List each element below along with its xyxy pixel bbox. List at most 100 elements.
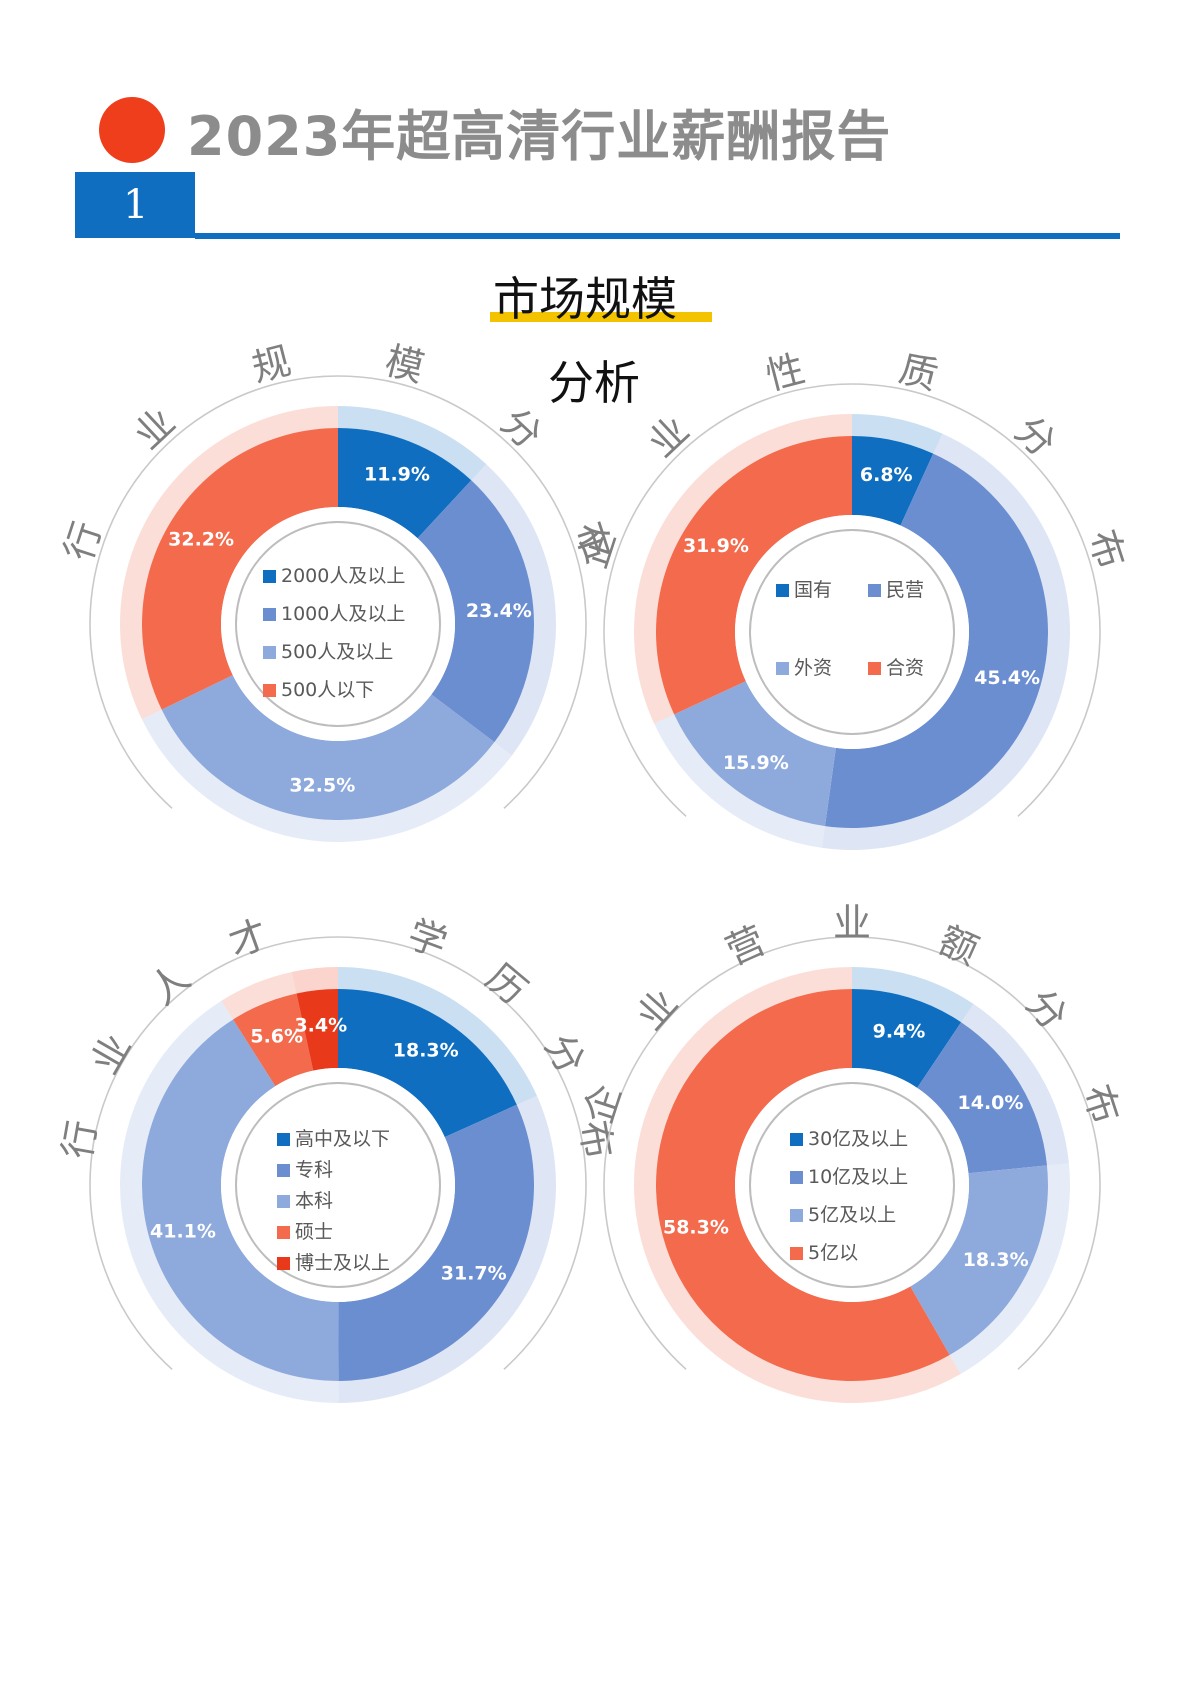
slice-value-label: 23.4% bbox=[466, 600, 532, 622]
slice-value-label: 6.8% bbox=[860, 464, 913, 486]
slice-2 bbox=[824, 453, 1048, 828]
legend-label: 5亿及以上 bbox=[808, 1204, 896, 1226]
legend-swatch bbox=[868, 584, 881, 597]
legend-label: 高中及以下 bbox=[295, 1128, 390, 1150]
slice-5 bbox=[296, 989, 338, 1071]
legend-swatch bbox=[277, 1164, 290, 1177]
slice-3 bbox=[910, 1165, 1048, 1355]
donut-hole bbox=[735, 1068, 969, 1302]
slice-4 bbox=[655, 989, 950, 1382]
legend-label: 10亿及以上 bbox=[808, 1166, 908, 1188]
chart-title-char: 业 bbox=[628, 981, 686, 1039]
donut-hole bbox=[735, 515, 969, 749]
slice-value-label: 18.3% bbox=[393, 1039, 459, 1061]
legend-swatch bbox=[263, 684, 276, 697]
frame-arc bbox=[89, 375, 587, 809]
slice-halo bbox=[221, 971, 297, 1020]
slice-2 bbox=[917, 1022, 1048, 1174]
section-rule bbox=[195, 233, 1120, 239]
chart-title-char: 企 bbox=[576, 1079, 630, 1129]
subtitle-line-1: 市场规模 bbox=[493, 272, 677, 326]
slice-halo bbox=[961, 1003, 1069, 1166]
chart-title-char: 营 bbox=[719, 918, 772, 974]
legend-label: 合资 bbox=[886, 657, 924, 679]
legend-swatch bbox=[776, 662, 789, 675]
slice-value-label: 18.3% bbox=[963, 1249, 1029, 1271]
chart-title-char: 布 bbox=[1074, 1079, 1128, 1129]
slice-1 bbox=[338, 989, 517, 1138]
frame-arc bbox=[603, 936, 1101, 1370]
slice-halo bbox=[471, 464, 556, 756]
slice-value-label: 9.4% bbox=[873, 1020, 926, 1042]
slice-value-label: 41.1% bbox=[150, 1220, 216, 1242]
subtitle-line-2: 分析 bbox=[548, 356, 640, 410]
legend-label: 专科 bbox=[295, 1159, 333, 1181]
legend-label: 2000人及以上 bbox=[281, 565, 405, 587]
chart-title-char: 分 bbox=[1018, 981, 1076, 1039]
legend-swatch bbox=[790, 1133, 803, 1146]
slice-value-label: 58.3% bbox=[663, 1217, 729, 1239]
legend-label: 国有 bbox=[794, 579, 832, 601]
slice-halo bbox=[852, 967, 974, 1023]
chart-title-char: 行 bbox=[55, 1117, 105, 1162]
chart-title-char: 业 bbox=[833, 901, 871, 945]
legend-label: 民营 bbox=[886, 579, 924, 601]
legend-swatch bbox=[790, 1171, 803, 1184]
legend-swatch bbox=[263, 570, 276, 583]
slice-halo bbox=[338, 1095, 556, 1403]
legend-swatch bbox=[277, 1226, 290, 1239]
slice-halo bbox=[141, 709, 512, 842]
legend-swatch bbox=[277, 1195, 290, 1208]
legend-swatch bbox=[277, 1133, 290, 1146]
legend-label: 硕士 bbox=[295, 1221, 333, 1243]
slice-value-label: 45.4% bbox=[974, 667, 1040, 689]
slice-4 bbox=[142, 428, 338, 710]
slice-value-label: 14.0% bbox=[958, 1092, 1024, 1114]
legend-swatch bbox=[868, 662, 881, 675]
slice-halo bbox=[852, 414, 943, 454]
legend-swatch bbox=[263, 608, 276, 621]
slice-value-label: 32.2% bbox=[168, 528, 234, 550]
chart-title-char: 额 bbox=[932, 918, 985, 974]
legend-label: 1000人及以上 bbox=[281, 603, 405, 625]
legend-swatch bbox=[790, 1247, 803, 1260]
slice-value-label: 11.9% bbox=[364, 464, 430, 486]
slice-3 bbox=[674, 681, 836, 827]
legend-swatch bbox=[277, 1257, 290, 1270]
slice-halo bbox=[291, 967, 338, 994]
slice-halo bbox=[654, 714, 825, 848]
slice-halo bbox=[120, 406, 339, 720]
legend-swatch bbox=[263, 646, 276, 659]
slice-2 bbox=[338, 1104, 534, 1381]
frame-arc bbox=[89, 936, 587, 1370]
chart-title-char: 布 bbox=[571, 1117, 621, 1162]
slice-2 bbox=[417, 480, 534, 743]
slice-halo bbox=[120, 1000, 339, 1403]
legend-label: 30亿及以上 bbox=[808, 1128, 908, 1150]
donut-hole bbox=[221, 507, 455, 741]
slice-1 bbox=[338, 428, 472, 539]
slice-halo bbox=[338, 967, 537, 1105]
legend-label: 5亿以 bbox=[808, 1242, 858, 1264]
legend-label: 本科 bbox=[295, 1190, 333, 1212]
slice-3 bbox=[142, 1019, 339, 1381]
slice-value-label: 3.4% bbox=[294, 1014, 347, 1036]
slice-value-label: 15.9% bbox=[723, 752, 789, 774]
slice-halo bbox=[634, 414, 852, 724]
slice-value-label: 31.9% bbox=[683, 535, 749, 557]
slice-1 bbox=[852, 989, 962, 1088]
hole-ring bbox=[235, 1082, 441, 1288]
legend-label: 500人及以上 bbox=[281, 641, 393, 663]
header-dot bbox=[99, 97, 165, 163]
legend-label: 博士及以上 bbox=[295, 1252, 390, 1274]
slice-4 bbox=[656, 436, 852, 715]
hole-ring bbox=[235, 521, 441, 727]
section-number: 1 bbox=[75, 172, 195, 238]
donut-hole bbox=[221, 1068, 455, 1302]
slice-4 bbox=[233, 993, 314, 1087]
slice-value-label: 31.7% bbox=[441, 1263, 507, 1285]
